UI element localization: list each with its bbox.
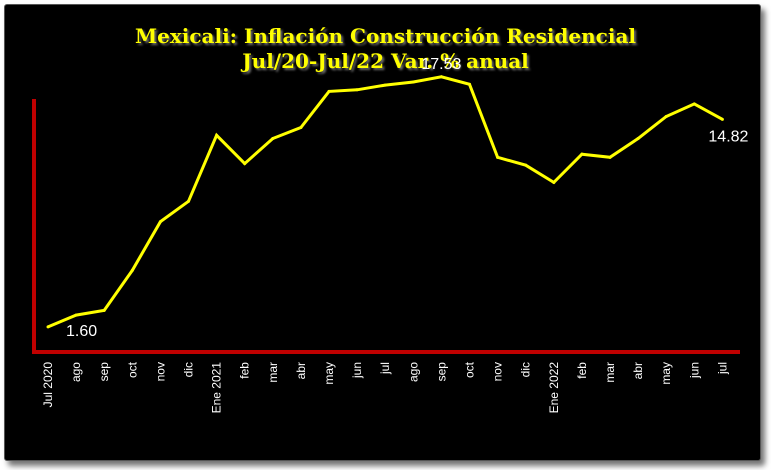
x-tick-label: oct bbox=[125, 361, 139, 378]
data-point bbox=[158, 220, 162, 224]
data-point bbox=[215, 133, 219, 137]
x-tick-label: Ene 2021 bbox=[210, 362, 224, 414]
x-tick-label: feb bbox=[238, 362, 252, 379]
x-tick-label: nov bbox=[153, 362, 167, 381]
x-tick-label: dic bbox=[519, 362, 533, 377]
x-tick-label: abr bbox=[294, 362, 308, 379]
data-point bbox=[496, 155, 500, 159]
chart-title-line2: Jul/20-Jul/22 Var. % anual bbox=[242, 49, 529, 73]
x-tick-label: ago bbox=[406, 362, 420, 382]
data-point bbox=[524, 163, 528, 167]
chart-title-line1: Mexicali: Inflación Construcción Residen… bbox=[134, 24, 637, 48]
data-point bbox=[74, 313, 78, 317]
x-tick-label: jul bbox=[378, 362, 392, 375]
x-tick-label: mar bbox=[603, 362, 617, 383]
x-tick-label: mar bbox=[266, 362, 280, 383]
data-label: 17.53 bbox=[421, 56, 461, 73]
x-tick-label: oct bbox=[463, 361, 477, 378]
data-point bbox=[411, 80, 415, 84]
data-point bbox=[580, 152, 584, 156]
data-point bbox=[692, 102, 696, 106]
x-tick-labels: Jul 2020 ago sep oct nov dic Ene 2021 feb mar abr… bbox=[41, 361, 729, 413]
data-point bbox=[383, 83, 387, 87]
x-tick-label: Ene 2022 bbox=[547, 362, 561, 414]
x-tick-label: jun bbox=[350, 362, 364, 379]
data-point bbox=[439, 75, 443, 79]
series-line bbox=[47, 75, 724, 329]
data-point bbox=[46, 325, 50, 329]
data-points bbox=[46, 75, 724, 329]
data-point bbox=[636, 136, 640, 140]
x-tick-label: abr bbox=[631, 362, 645, 379]
data-point bbox=[102, 308, 106, 312]
x-tick-label: sep bbox=[97, 362, 111, 382]
x-tick-label: dic bbox=[182, 362, 196, 377]
data-point bbox=[552, 180, 556, 184]
x-tick-label: may bbox=[322, 362, 336, 385]
x-tick-label: sep bbox=[434, 362, 448, 382]
data-point bbox=[327, 89, 331, 93]
data-point bbox=[271, 136, 275, 140]
chart-frame bbox=[4, 4, 761, 461]
x-tick-label: jun bbox=[687, 362, 701, 379]
x-tick-label: may bbox=[659, 362, 673, 385]
x-tick-label: jul bbox=[715, 362, 729, 375]
data-point bbox=[130, 268, 134, 272]
data-label: 14.82 bbox=[708, 128, 748, 145]
data-label: 1.60 bbox=[66, 323, 97, 340]
x-tick-label: nov bbox=[491, 362, 505, 381]
data-point bbox=[468, 82, 471, 86]
data-point bbox=[608, 155, 612, 159]
data-point bbox=[664, 115, 668, 118]
x-tick-label: Jul 2020 bbox=[41, 362, 55, 408]
data-point bbox=[299, 125, 303, 129]
data-point bbox=[720, 117, 724, 121]
data-point bbox=[355, 88, 359, 92]
x-tick-label: feb bbox=[575, 362, 589, 379]
data-point bbox=[243, 162, 247, 166]
x-tick-label: ago bbox=[69, 362, 83, 382]
data-point bbox=[187, 199, 190, 203]
data-labels: 1.60 17.53 14.82 bbox=[66, 56, 749, 340]
